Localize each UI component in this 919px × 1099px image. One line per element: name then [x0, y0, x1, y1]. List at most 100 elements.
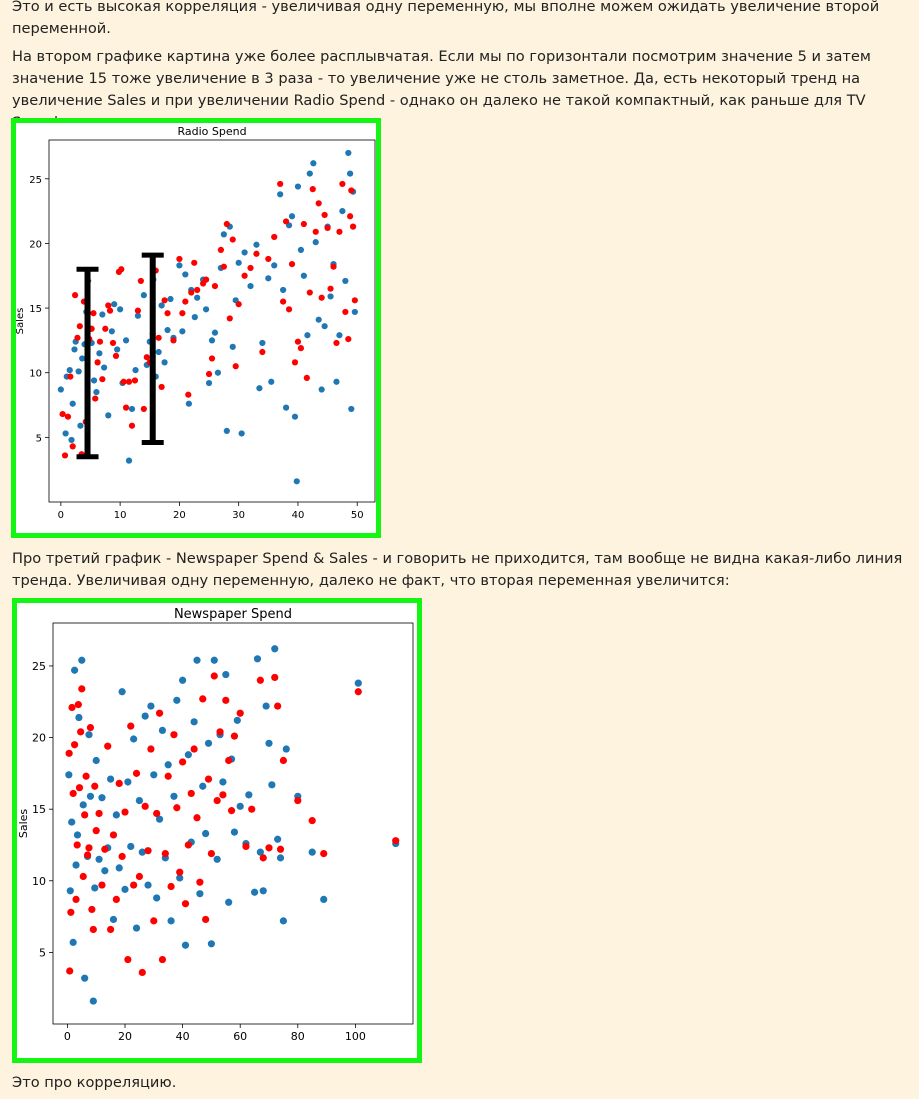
- data-point: [321, 211, 328, 219]
- data-point: [158, 383, 165, 391]
- data-point: [271, 233, 278, 241]
- data-point: [83, 851, 92, 859]
- data-point: [176, 255, 183, 263]
- data-point: [238, 430, 245, 437]
- data-point: [99, 311, 106, 318]
- radio-spend-scatter-plot: Radio Spend Sales 0 10 20 30 40 50 5 10 15 20 25: [16, 125, 376, 521]
- data-point: [71, 346, 78, 353]
- data-point: [312, 228, 319, 235]
- data-point: [204, 775, 213, 783]
- data-point: [73, 831, 82, 839]
- data-point: [321, 323, 328, 330]
- data-point: [71, 666, 79, 674]
- y-tick-label: 5: [36, 433, 42, 444]
- data-point: [277, 180, 284, 188]
- data-point: [179, 310, 186, 317]
- plot-frame: [48, 139, 376, 503]
- data-point: [225, 898, 233, 906]
- data-point: [279, 756, 287, 765]
- data-point: [241, 249, 248, 256]
- data-point: [259, 887, 267, 895]
- data-point: [253, 250, 260, 257]
- data-point: [75, 784, 84, 792]
- data-point: [68, 436, 75, 444]
- data-point: [229, 236, 236, 243]
- data-point: [91, 884, 99, 892]
- data-point: [153, 809, 161, 818]
- data-point: [85, 844, 93, 852]
- data-point: [71, 292, 79, 299]
- data-point: [282, 218, 290, 225]
- data-point: [179, 758, 187, 766]
- data-point: [164, 772, 172, 780]
- data-point: [99, 376, 106, 383]
- newspaper-spend-chart: Newspaper Spend Sales 0 20 40 60 80 100 5 10 15 20 2…: [12, 598, 422, 1063]
- data-point: [92, 395, 99, 402]
- data-point: [167, 917, 175, 925]
- data-point: [69, 789, 77, 798]
- data-point: [345, 149, 352, 157]
- data-point: [79, 872, 87, 881]
- data-point: [294, 796, 302, 805]
- data-point: [213, 855, 221, 863]
- data-point: [204, 739, 213, 747]
- data-point: [354, 688, 362, 696]
- data-point: [222, 696, 230, 704]
- data-point: [144, 881, 152, 889]
- data-point: [196, 878, 204, 886]
- data-point: [98, 881, 106, 889]
- data-point: [265, 275, 272, 282]
- data-point: [77, 422, 84, 429]
- data-point: [147, 745, 155, 753]
- data-point: [155, 815, 164, 823]
- data-point: [262, 702, 270, 710]
- chart-title: Newspaper Spend: [174, 607, 292, 622]
- data-point: [308, 848, 316, 856]
- data-point: [164, 761, 172, 769]
- data-point: [187, 789, 195, 798]
- data-point: [108, 328, 115, 335]
- data-point: [230, 732, 239, 740]
- data-point: [188, 289, 195, 296]
- data-point: [324, 224, 331, 232]
- data-point: [216, 728, 224, 736]
- data-point: [82, 772, 90, 780]
- data-point: [205, 370, 213, 378]
- data-point: [342, 308, 349, 316]
- data-point: [351, 308, 358, 316]
- x-tick-label: 10: [114, 510, 127, 521]
- data-point: [327, 285, 334, 292]
- paragraph-high-correlation: Это и есть высокая корреляция - увеличив…: [12, 0, 880, 37]
- data-point: [227, 807, 236, 815]
- data-point: [138, 848, 146, 856]
- data-point: [259, 348, 266, 356]
- data-point: [75, 713, 83, 722]
- x-tick-label: 30: [232, 510, 245, 521]
- paragraph-newspaper-spend: Про третий график - Newspaper Spend & Sa…: [12, 550, 903, 589]
- data-point: [205, 379, 213, 387]
- data-point: [226, 315, 233, 322]
- data-point: [235, 259, 242, 266]
- data-point: [207, 849, 215, 858]
- y-tick-label: 25: [32, 660, 46, 673]
- data-point: [94, 359, 101, 366]
- data-point: [309, 186, 316, 193]
- data-point: [285, 306, 293, 313]
- data-point: [107, 925, 115, 934]
- data-point: [312, 239, 319, 246]
- data-point: [134, 312, 142, 319]
- x-tick-label: 0: [64, 1030, 71, 1043]
- data-point: [158, 955, 167, 964]
- data-point: [247, 282, 254, 290]
- data-point: [253, 655, 262, 663]
- data-point: [78, 685, 86, 693]
- y-tick-label: 10: [32, 875, 46, 888]
- data-point: [170, 731, 178, 739]
- data-point: [67, 373, 74, 380]
- data-point: [85, 731, 93, 739]
- data-point: [229, 343, 236, 350]
- data-point: [95, 855, 103, 863]
- data-point: [62, 430, 69, 437]
- data-point: [300, 272, 307, 279]
- data-point: [158, 726, 167, 735]
